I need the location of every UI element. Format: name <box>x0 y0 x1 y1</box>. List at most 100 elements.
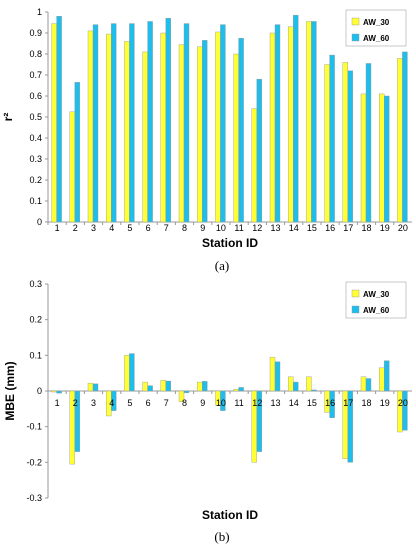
x-tick-label: 9 <box>200 223 205 233</box>
x-tick-label: 19 <box>380 223 390 233</box>
legend-label: AW_60 <box>363 34 390 43</box>
bar-aw30-station-8 <box>178 390 185 402</box>
bar-aw60-station-16 <box>329 390 335 418</box>
bar-aw30-station-19 <box>379 93 385 223</box>
bar-aw60-station-4 <box>110 23 117 223</box>
bar-aw60-station-19 <box>384 95 390 223</box>
bar-aw30-station-3 <box>87 382 94 392</box>
bar-aw60-station-7 <box>165 18 172 223</box>
bar-aw30-station-1 <box>51 390 57 393</box>
bar-aw60-station-17 <box>347 70 353 223</box>
bar-aw30-station-7 <box>160 32 167 223</box>
y-tick-label: -0.3 <box>26 493 42 503</box>
bar-aw60-station-15 <box>311 389 317 392</box>
y-tick-label: 0.1 <box>29 350 42 360</box>
x-tick-label: 9 <box>200 398 205 408</box>
x-tick-label: 15 <box>307 223 317 233</box>
bar-aw30-station-14 <box>288 376 294 392</box>
chart-a: 00.10.20.30.40.50.60.70.80.911 2 3 4 5 6 7 8 9 10… <box>1 7 412 273</box>
x-tick-label: 18 <box>361 398 371 408</box>
bar-aw60-station-17 <box>347 390 353 463</box>
y-tick-label: 1 <box>37 7 42 17</box>
legend-swatch <box>351 17 360 26</box>
bar-aw60-station-4 <box>110 390 117 411</box>
figure-caption: (a) <box>215 258 229 273</box>
x-tick-label: 10 <box>216 223 226 233</box>
legend-label: AW_60 <box>363 306 390 315</box>
legend-swatch <box>351 305 360 314</box>
bar-aw60-station-2 <box>74 390 81 452</box>
bar-aw30-station-9 <box>196 381 203 392</box>
legend-swatch <box>351 33 360 42</box>
bar-aw30-station-6 <box>142 51 148 223</box>
bar-aw60-station-2 <box>74 82 81 223</box>
bar-aw60-station-19 <box>384 360 390 392</box>
bar-aw30-station-3 <box>87 30 94 223</box>
x-tick-label: 13 <box>270 398 280 408</box>
bar-aw30-station-18 <box>360 376 367 392</box>
x-tick-label: 7 <box>164 398 169 408</box>
y-tick-label: 0.2 <box>29 175 42 185</box>
x-tick-label: 8 <box>182 398 187 408</box>
bar-aw60-station-5 <box>129 23 135 223</box>
y-tick-label: 0.3 <box>29 154 42 164</box>
x-tick-label: 14 <box>289 398 299 408</box>
y-tick-label: 0.6 <box>29 91 42 101</box>
bar-aw30-station-20 <box>397 58 403 223</box>
bar-aw60-station-18 <box>365 378 372 392</box>
bar-aw30-station-15 <box>306 21 312 223</box>
legend-label: AW_30 <box>363 290 390 299</box>
x-tick-label: 20 <box>398 223 408 233</box>
x-tick-label: 3 <box>91 398 96 408</box>
bar-aw60-station-6 <box>147 385 153 392</box>
bar-aw60-station-12 <box>256 390 262 452</box>
x-tick-label: 18 <box>361 223 371 233</box>
bar-aw30-station-9 <box>196 46 203 223</box>
bar-aw60-station-6 <box>147 21 153 223</box>
bar-aw30-station-17 <box>342 62 348 223</box>
x-tick-label: 7 <box>164 223 169 233</box>
bar-aw60-station-5 <box>129 353 135 392</box>
x-tick-label: 10 <box>216 398 226 408</box>
x-tick-label: 8 <box>182 223 187 233</box>
x-axis-title: Station ID <box>202 236 258 250</box>
legend-label: AW_30 <box>363 18 390 27</box>
bar-aw60-station-3 <box>92 24 99 223</box>
x-tick-label: 14 <box>289 223 299 233</box>
bar-aw30-station-14 <box>288 26 294 223</box>
x-tick-label: 2 <box>73 398 78 408</box>
bar-aw60-station-14 <box>293 14 299 223</box>
x-tick-label: 3 <box>91 223 96 233</box>
bar-aw60-station-13 <box>274 361 281 392</box>
bar-aw30-station-7 <box>160 380 167 392</box>
bar-aw30-station-5 <box>124 355 130 392</box>
y-tick-label: -0.2 <box>26 457 42 467</box>
y-tick-label: 0 <box>37 217 42 227</box>
bar-aw30-station-13 <box>269 356 276 392</box>
x-tick-label: 5 <box>127 398 132 408</box>
x-tick-label: 20 <box>398 398 408 408</box>
x-tick-label: 4 <box>109 223 114 233</box>
y-tick-label: 0.9 <box>29 28 42 38</box>
bar-aw60-station-1 <box>56 390 62 394</box>
bar-aw60-station-8 <box>183 23 190 223</box>
bar-aw60-station-8 <box>183 390 190 393</box>
bar-aw60-station-13 <box>274 24 281 223</box>
y-tick-label: 0.3 <box>29 279 42 289</box>
bar-aw60-station-3 <box>92 383 99 392</box>
x-tick-label: 15 <box>307 398 317 408</box>
bar-aw30-station-2 <box>69 111 76 223</box>
x-tick-label: 1 <box>55 398 60 408</box>
x-tick-label: 4 <box>109 398 114 408</box>
x-tick-label: 5 <box>127 223 132 233</box>
y-axis-title: MBE (mm) <box>3 361 17 420</box>
y-tick-label: -0.1 <box>26 422 42 432</box>
bar-aw30-station-13 <box>269 32 276 223</box>
bar-aw60-station-14 <box>293 381 299 392</box>
bar-aw30-station-6 <box>142 381 148 392</box>
legend: AW_30 AW_60 <box>345 9 407 47</box>
bar-aw60-station-7 <box>165 380 172 392</box>
legend: AW_30 AW_60 <box>345 281 407 319</box>
bar-aw60-station-9 <box>201 381 208 392</box>
